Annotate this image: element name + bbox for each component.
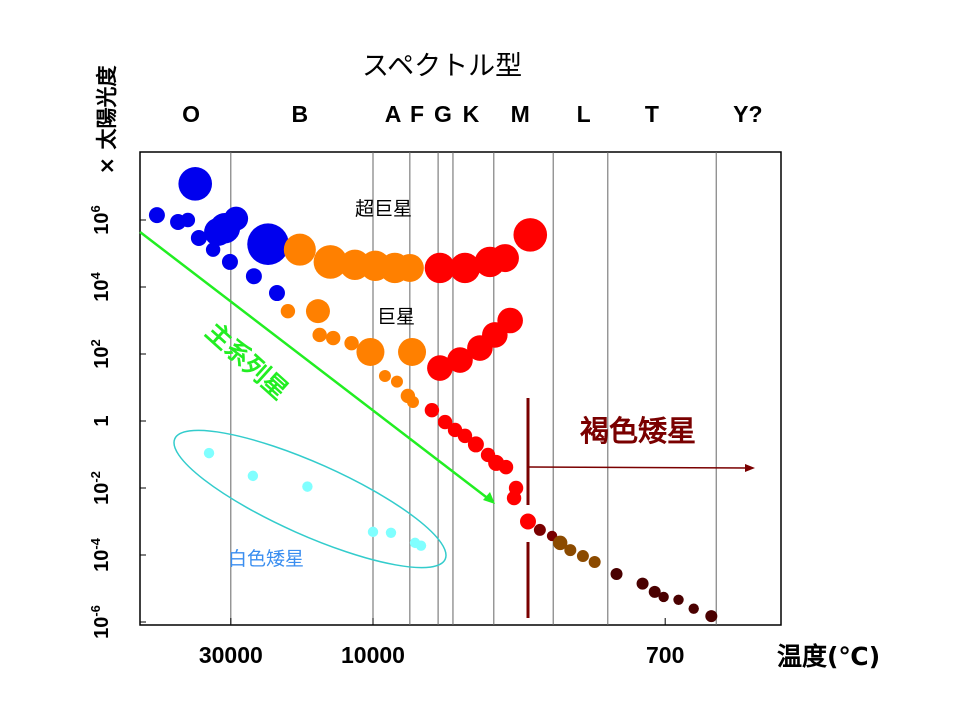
spectral-class-label: A bbox=[385, 101, 402, 127]
spectral-class-label: K bbox=[463, 101, 480, 127]
y-axis-label: × 太陽光度 bbox=[95, 65, 119, 175]
star-point-blue bbox=[190, 230, 207, 247]
star-point-red bbox=[467, 436, 484, 453]
supergiants-label: 超巨星 bbox=[355, 198, 413, 220]
star-point-brown bbox=[576, 550, 589, 563]
star-point-orange bbox=[280, 303, 296, 319]
star-point-orange bbox=[406, 395, 419, 408]
star-point-orange bbox=[398, 337, 427, 366]
star-point-orange bbox=[344, 336, 359, 351]
x-axis-label: 温度(℃) bbox=[777, 642, 881, 671]
main-sequence-arrow bbox=[139, 231, 491, 501]
star-point-orange bbox=[326, 330, 341, 346]
brown-dwarfs-label: 褐色矮星 bbox=[580, 414, 697, 448]
star-point-red bbox=[424, 252, 456, 284]
star-point-blue bbox=[148, 207, 165, 224]
spectral-class-label: O bbox=[182, 101, 200, 127]
star-point-red bbox=[424, 403, 440, 418]
star-point-dark bbox=[688, 603, 699, 614]
star-point-red bbox=[497, 307, 523, 334]
plot-frame bbox=[139, 151, 782, 626]
star-point-orange bbox=[305, 299, 330, 324]
y-tick-label: 10-4 bbox=[88, 537, 113, 572]
star-point-darkred bbox=[533, 523, 546, 536]
star-point-blue bbox=[245, 268, 262, 285]
star-point-dark bbox=[673, 594, 684, 605]
x-tick-label: 700 bbox=[646, 642, 684, 668]
star-point-red bbox=[449, 252, 481, 284]
y-tick-label: 10-2 bbox=[88, 471, 113, 505]
star-point-blue bbox=[221, 253, 238, 270]
spectral-class-label: M bbox=[511, 101, 530, 127]
star-point-red bbox=[506, 490, 522, 506]
star-point-brown bbox=[588, 555, 601, 568]
star-point-white-dwarf bbox=[302, 481, 313, 492]
star-point-blue bbox=[180, 212, 196, 228]
star-point-blue bbox=[247, 223, 289, 265]
spectral-class-label: G bbox=[434, 101, 452, 127]
star-point-red bbox=[447, 347, 473, 373]
star-point-orange bbox=[313, 245, 348, 279]
star-point-dark bbox=[648, 585, 661, 598]
star-point-white-dwarf bbox=[367, 526, 379, 538]
star-point-white-dwarf bbox=[415, 540, 427, 551]
star-point-brown bbox=[553, 535, 568, 551]
y-tick-label: 102 bbox=[88, 339, 113, 368]
spectral-class-label: L bbox=[577, 101, 591, 127]
star-point-white-dwarf bbox=[385, 527, 397, 538]
star-point-blue bbox=[205, 242, 221, 257]
star-point-red bbox=[457, 428, 473, 444]
star-point-brown bbox=[564, 544, 577, 557]
y-tick-label: 1 bbox=[91, 415, 113, 426]
star-point-blue bbox=[178, 167, 213, 201]
star-point-orange bbox=[356, 337, 385, 366]
star-point-red bbox=[513, 218, 548, 252]
star-point-orange bbox=[312, 327, 327, 343]
star-point-orange bbox=[390, 375, 403, 388]
spectral-class-label: B bbox=[292, 101, 309, 127]
spectral-class-label: T bbox=[645, 101, 659, 127]
x-tick-label: 30000 bbox=[199, 642, 263, 668]
brown-dwarf-arrow bbox=[528, 466, 749, 469]
star-point-red bbox=[519, 513, 536, 530]
star-point-dark bbox=[610, 568, 623, 581]
brown-dwarf-arrowhead bbox=[745, 464, 755, 472]
star-point-red bbox=[427, 355, 453, 381]
white-dwarf-ellipse bbox=[173, 429, 447, 569]
white-dwarfs-label: 白色矮星 bbox=[228, 548, 305, 570]
star-point-orange bbox=[395, 253, 424, 282]
star-point-blue bbox=[204, 217, 233, 246]
star-point-dark bbox=[658, 591, 669, 603]
star-point-red bbox=[437, 414, 453, 430]
star-point-blue bbox=[268, 285, 285, 302]
spectral-class-label: Y? bbox=[733, 101, 762, 127]
chart-title: スペクトル型 bbox=[362, 51, 523, 82]
y-tick-label: 10-6 bbox=[88, 605, 113, 639]
star-point-dark bbox=[705, 610, 718, 623]
star-point-red bbox=[498, 459, 514, 475]
star-point-orange bbox=[378, 370, 391, 383]
star-point-white-dwarf bbox=[247, 470, 259, 482]
x-tick-label: 10000 bbox=[341, 642, 405, 668]
main-sequence-arrowhead bbox=[483, 492, 495, 504]
giants-label: 巨星 bbox=[377, 306, 416, 328]
star-point-white-dwarf bbox=[203, 447, 215, 459]
y-tick-label: 106 bbox=[88, 205, 113, 234]
star-point-dark bbox=[636, 577, 649, 590]
star-point-orange bbox=[283, 233, 316, 266]
spectral-class-label: F bbox=[410, 101, 424, 127]
y-tick-label: 104 bbox=[88, 271, 113, 301]
star-point-red bbox=[490, 244, 519, 273]
